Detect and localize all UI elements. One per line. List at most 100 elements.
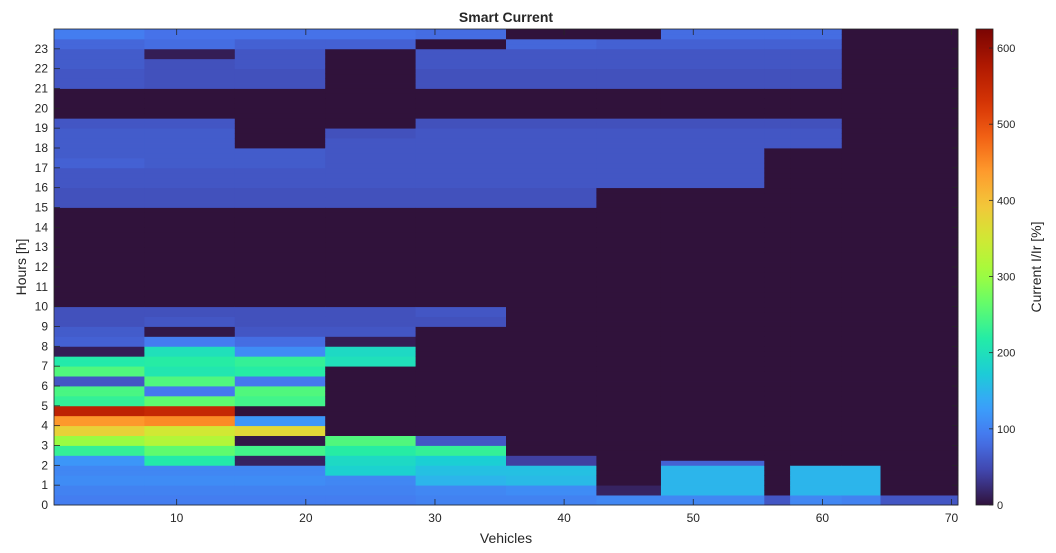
- heatmap-cell: [144, 53, 236, 60]
- heatmap-cell: [506, 113, 597, 119]
- heatmap-cell: [660, 187, 765, 194]
- heatmap-cell: [415, 227, 507, 233]
- heatmap-cell: [415, 177, 507, 184]
- heatmap-cell: [54, 281, 145, 288]
- colorbar-ticks: 0 100 200 300 400 500 600: [989, 43, 1015, 512]
- heatmap-cell: [415, 267, 507, 273]
- heatmap-cell: [54, 73, 145, 79]
- heatmap-cell: [325, 485, 416, 491]
- heatmap-cell: [234, 415, 326, 422]
- heatmap-cell: [790, 415, 843, 422]
- heatmap-cell: [841, 53, 881, 60]
- heatmap-cell: [841, 177, 881, 184]
- heatmap-cell: [660, 361, 765, 367]
- heatmap-cell: [764, 167, 791, 174]
- heatmap-cell: [880, 78, 959, 84]
- heatmap-cell: [880, 222, 959, 228]
- heatmap-cell: [506, 212, 597, 218]
- heatmap-cell: [54, 346, 145, 352]
- heatmap-cell: [234, 29, 326, 35]
- heatmap-cell: [660, 450, 765, 456]
- heatmap-cell: [234, 470, 326, 476]
- heatmap-cell: [144, 276, 236, 283]
- heatmap-cell: [790, 390, 843, 397]
- heatmap-cell: [415, 157, 507, 164]
- heatmap-cell: [841, 108, 881, 114]
- heatmap-cell: [325, 455, 416, 461]
- heatmap-cell: [506, 138, 597, 144]
- heatmap-cell: [506, 242, 597, 248]
- heatmap-cell: [596, 182, 662, 189]
- heatmap-cell: [325, 405, 416, 412]
- heatmap-cell: [660, 222, 765, 228]
- heatmap-cell: [790, 495, 843, 501]
- heatmap-cell: [841, 316, 881, 322]
- heatmap-cell: [880, 321, 959, 327]
- heatmap-cell: [234, 381, 326, 387]
- heatmap-cell: [596, 460, 662, 466]
- heatmap-cell: [596, 376, 662, 382]
- heatmap-cell: [660, 262, 765, 268]
- heatmap-cell: [841, 267, 881, 273]
- heatmap-cell: [841, 445, 881, 451]
- heatmap-cell: [506, 222, 597, 228]
- heatmap-cell: [660, 217, 765, 223]
- heatmap-cell: [841, 187, 881, 194]
- heatmap-cell: [764, 58, 791, 65]
- heatmap-cell: [234, 425, 326, 432]
- heatmap-cell: [506, 470, 597, 476]
- heatmap-cell: [841, 78, 881, 84]
- heatmap-cell: [790, 262, 843, 268]
- heatmap-cell: [234, 460, 326, 466]
- heatmap-cell: [880, 93, 959, 99]
- heatmap-cell: [415, 172, 507, 179]
- heatmap-cell: [54, 420, 145, 427]
- heatmap-cell: [506, 465, 597, 471]
- heatmap-cell: [54, 445, 145, 451]
- heatmap-cell: [144, 152, 236, 159]
- heatmap-cell: [415, 306, 507, 313]
- heatmap-cell: [660, 38, 765, 45]
- heatmap-cell: [660, 157, 765, 164]
- heatmap-cell: [234, 485, 326, 491]
- heatmap-cell: [325, 143, 416, 149]
- heatmap-cell: [415, 276, 507, 283]
- heatmap-cell: [325, 490, 416, 496]
- heatmap-cell: [144, 98, 236, 104]
- heatmap-cell: [144, 43, 236, 50]
- heatmap-cell: [325, 321, 416, 327]
- heatmap-cell: [234, 123, 326, 129]
- heatmap-cell: [325, 38, 416, 45]
- x-tick-label: 50: [687, 511, 701, 525]
- heatmap-cell: [325, 33, 416, 40]
- heatmap-cell: [764, 390, 791, 397]
- heatmap-cell: [415, 187, 507, 194]
- heatmap-cell: [790, 73, 843, 79]
- heatmap-cell: [660, 133, 765, 139]
- heatmap-cell: [660, 351, 765, 357]
- heatmap-cell: [596, 351, 662, 357]
- heatmap-cell: [234, 276, 326, 283]
- heatmap-cell: [764, 152, 791, 159]
- heatmap-cell: [596, 291, 662, 298]
- heatmap-cell: [596, 430, 662, 436]
- heatmap-cell: [506, 356, 597, 362]
- heatmap-cell: [234, 43, 326, 50]
- heatmap-cell: [506, 485, 597, 491]
- heatmap-cell: [660, 33, 765, 40]
- heatmap-cells: [54, 29, 959, 506]
- heatmap-cell: [596, 331, 662, 337]
- heatmap-cell: [841, 425, 881, 432]
- heatmap-cell: [841, 83, 881, 89]
- heatmap-cell: [841, 410, 881, 417]
- heatmap-cell: [415, 252, 507, 258]
- heatmap-cell: [764, 242, 791, 248]
- heatmap-cell: [880, 262, 959, 268]
- heatmap-cell: [144, 455, 236, 461]
- heatmap-cell: [660, 490, 765, 496]
- heatmap-cell: [790, 480, 843, 486]
- heatmap-cell: [880, 118, 959, 124]
- heatmap-cell: [841, 197, 881, 203]
- heatmap-cell: [660, 326, 765, 332]
- heatmap-cell: [596, 93, 662, 99]
